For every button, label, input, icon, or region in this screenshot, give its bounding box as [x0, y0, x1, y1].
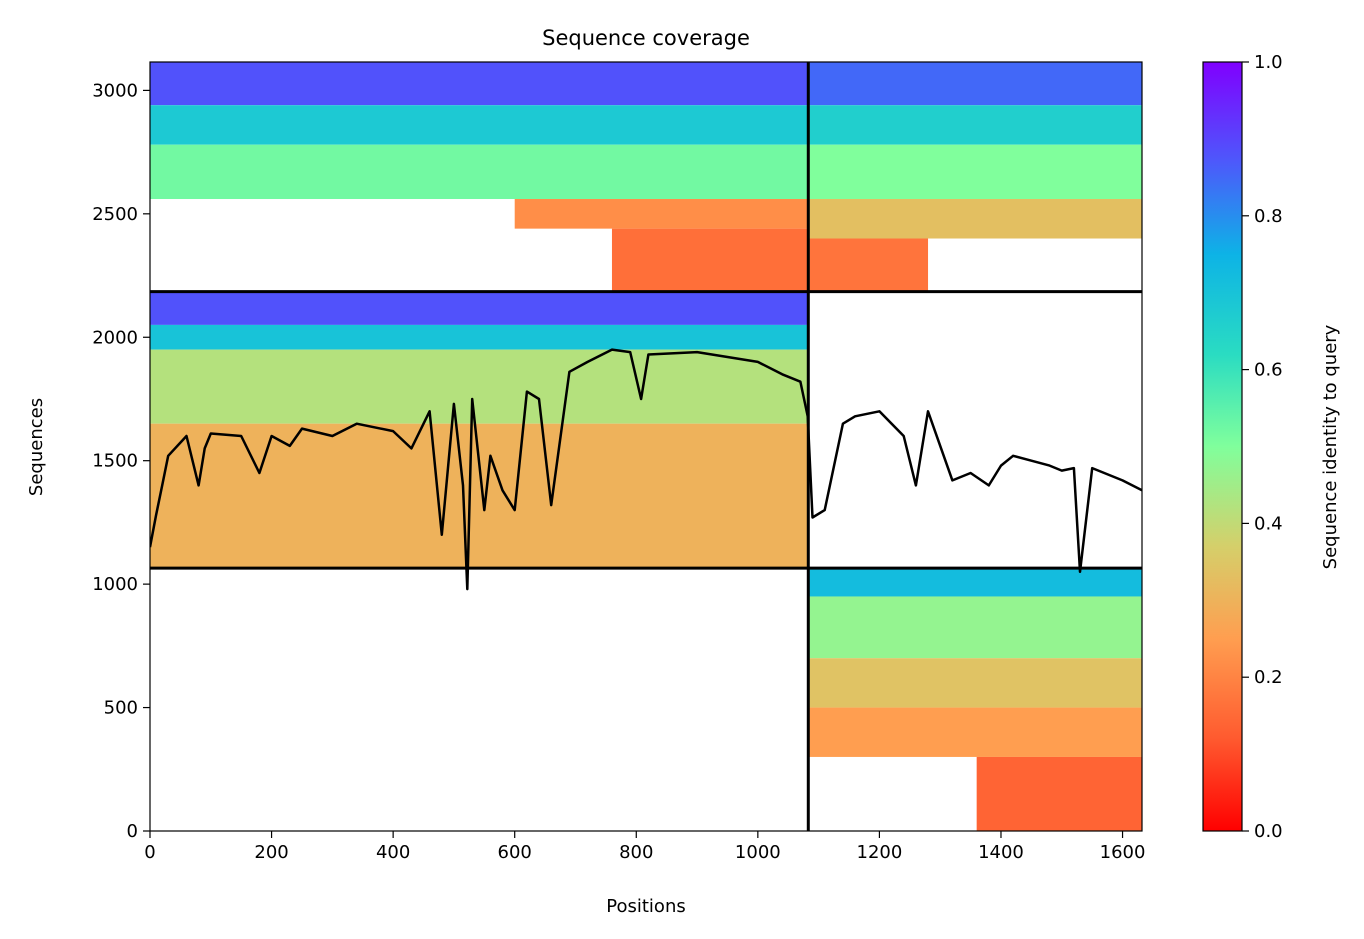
- colorbar: [1202, 61, 1243, 832]
- heatmap-band: [808, 238, 929, 292]
- heatmap-band: [808, 568, 1142, 597]
- heatmap-band: [976, 756, 1142, 831]
- coverage-heatmap: [150, 62, 1142, 831]
- y-tick-label: 3000: [92, 80, 138, 101]
- heatmap-band: [808, 144, 1142, 200]
- x-tick-label: 800: [619, 842, 653, 863]
- y-tick-label: 0: [127, 821, 138, 842]
- y-tick-label: 500: [104, 698, 138, 719]
- chart-title: Sequence coverage: [542, 26, 750, 50]
- colorbar-tick-label: 0.2: [1254, 667, 1283, 688]
- heatmap-band: [808, 105, 1142, 145]
- heatmap-band: [808, 596, 1142, 659]
- colorbar-label: Sequence identity to query: [1320, 324, 1341, 569]
- heatmap-band: [808, 62, 1142, 106]
- x-tick-label: 1600: [1100, 842, 1146, 863]
- heatmap-band: [150, 105, 809, 145]
- x-axis-ticks: 0 200 400 600 800 1000 1200 1400 1600: [144, 831, 1145, 863]
- heatmap-band: [808, 707, 1142, 757]
- colorbar-tick-label: 1.0: [1254, 52, 1283, 73]
- colorbar-tick-label: 0.0: [1254, 821, 1283, 842]
- heatmap-band: [150, 144, 809, 200]
- x-tick-label: 400: [376, 842, 410, 863]
- heatmap-band: [808, 658, 1142, 708]
- heatmap-band: [150, 62, 809, 106]
- colorbar-tick-label: 0.8: [1254, 206, 1283, 227]
- y-tick-label: 2000: [92, 327, 138, 348]
- y-tick-label: 1500: [92, 451, 138, 472]
- y-tick-label: 2500: [92, 204, 138, 225]
- x-axis-label: Positions: [606, 896, 685, 917]
- x-tick-label: 1200: [857, 842, 903, 863]
- colorbar-tick-label: 0.4: [1254, 513, 1283, 534]
- y-axis-label: Sequences: [26, 398, 47, 496]
- x-tick-label: 1400: [978, 842, 1024, 863]
- x-tick-label: 200: [254, 842, 288, 863]
- colorbar-tick-label: 0.6: [1254, 360, 1283, 381]
- heatmap-band: [611, 228, 809, 292]
- heatmap-band: [150, 349, 809, 424]
- x-tick-label: 0: [144, 842, 155, 863]
- x-tick-label: 1000: [735, 842, 781, 863]
- heatmap-band: [514, 199, 809, 229]
- heatmap-band: [150, 423, 809, 569]
- heatmap-band: [150, 324, 809, 350]
- plot-frame: [149, 61, 1143, 832]
- y-axis-ticks: 0 500 1000 1500 2000 2500 3000: [92, 80, 150, 842]
- heatmap-band: [150, 291, 809, 325]
- x-tick-label: 600: [498, 842, 532, 863]
- heatmap-band: [808, 199, 1142, 239]
- colorbar-ticks: 0.0 0.2 0.4 0.6 0.8 1.0: [1242, 52, 1283, 842]
- coverage-line: [150, 348, 1142, 591]
- y-tick-label: 1000: [92, 574, 138, 595]
